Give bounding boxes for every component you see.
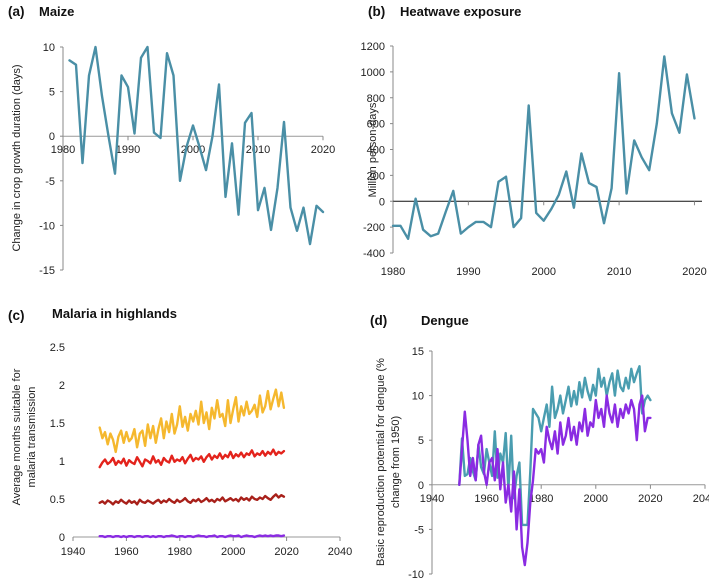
- y-tick-label-maize: -10: [39, 220, 55, 232]
- series-line-malaria-purple: [98, 534, 286, 539]
- x-tick-label-dengue: 1980: [529, 493, 553, 505]
- x-tick-label-heatwave: 1990: [456, 266, 480, 278]
- y-tick-label-heatwave: 200: [367, 170, 385, 182]
- y-axis-label-line-2: change from 1950): [390, 416, 402, 508]
- y-axis-label-line-1: Average months suitable for: [11, 368, 23, 505]
- panel-heatwave: (b) Heatwave exposure Million person-days -…: [361, 4, 707, 278]
- y-tick-label-heatwave: 1000: [361, 67, 385, 79]
- x-tick-label-malaria: 2000: [221, 546, 245, 558]
- y-tick-label-malaria: 0.5: [50, 494, 65, 506]
- y-tick-label-malaria: 1.5: [50, 418, 65, 430]
- y-tick-label-heatwave: 800: [367, 93, 385, 105]
- x-tick-label-maize: 1990: [116, 144, 140, 156]
- y-tick-label-maize: 10: [43, 42, 55, 54]
- y-tick-label-maize: -5: [45, 176, 55, 188]
- y-tick-label-heatwave: 400: [367, 145, 385, 157]
- y-axis-label-malaria: Average months suitable for malaria trans…: [11, 368, 38, 505]
- series-line-malaria-yellow: [98, 388, 286, 454]
- x-tick-label-dengue: 2020: [638, 493, 662, 505]
- panel-malaria: (c) Malaria in highlands Average months su…: [8, 306, 352, 558]
- series-line-dengue-teal: [458, 365, 652, 527]
- y-tick-label-malaria: 2: [59, 380, 65, 392]
- x-tick-label-dengue: 1960: [474, 493, 498, 505]
- panel-maize: (a) Maize Change in crop growth duration (…: [8, 4, 335, 277]
- x-tick-label-maize: 2010: [246, 144, 270, 156]
- x-tick-label-malaria: 2040: [328, 546, 352, 558]
- x-tick-label-malaria: 2020: [274, 546, 298, 558]
- y-axis-label-dengue: Basic reproduction potential for dengue …: [375, 358, 402, 566]
- y-axis-label-heatwave: Million person-days: [367, 102, 379, 197]
- panel-label-dengue: (d): [370, 313, 387, 328]
- x-tick-label-heatwave: 2010: [607, 266, 631, 278]
- x-tick-label-heatwave: 1980: [381, 266, 405, 278]
- y-axis-label-maize: Change in crop growth duration (days): [11, 64, 23, 251]
- y-tick-label-dengue: 5: [418, 435, 424, 447]
- y-tick-label-dengue: -5: [414, 524, 424, 536]
- panel-title-malaria: Malaria in highlands: [52, 306, 177, 321]
- y-tick-label-dengue: 10: [412, 391, 424, 403]
- y-axis-label-line-2: malaria transmission: [26, 387, 38, 488]
- series-line-maize-maize: [68, 45, 325, 246]
- panel-title-maize: Maize: [39, 4, 74, 19]
- y-tick-label-heatwave: 0: [379, 196, 385, 208]
- x-tick-label-heatwave: 2020: [682, 266, 706, 278]
- x-tick-label-dengue: 2000: [584, 493, 608, 505]
- series-line-malaria-dark-red: [98, 493, 286, 506]
- y-tick-label-maize: 0: [49, 131, 55, 143]
- y-tick-label-dengue: -10: [408, 569, 424, 580]
- y-tick-label-heatwave: -400: [363, 248, 385, 260]
- panel-label-malaria: (c): [8, 308, 25, 323]
- y-tick-label-dengue: 0: [418, 480, 424, 492]
- y-axis-label-line-1: Basic reproduction potential for dengue …: [375, 358, 387, 566]
- panel-dengue: (d) Dengue Basic reproduction potential fo…: [370, 313, 709, 580]
- panel-title-dengue: Dengue: [421, 313, 469, 328]
- x-tick-label-maize: 2020: [311, 144, 335, 156]
- series-line-dengue-purple: [458, 394, 652, 567]
- y-tick-label-heatwave: 1200: [361, 41, 385, 53]
- panel-label-maize: (a): [8, 4, 25, 19]
- series-line-heatwave-heatwave: [391, 55, 696, 241]
- x-tick-label-malaria: 1960: [114, 546, 138, 558]
- y-tick-label-heatwave: 600: [367, 119, 385, 131]
- panel-title-heatwave: Heatwave exposure: [400, 4, 521, 19]
- y-tick-label-heatwave: -200: [363, 222, 385, 234]
- y-tick-label-dengue: 15: [412, 346, 424, 358]
- x-tick-label-heatwave: 2000: [531, 266, 555, 278]
- y-tick-label-malaria: 0: [59, 532, 65, 544]
- y-tick-label-maize: 5: [49, 87, 55, 99]
- panel-label-heatwave: (b): [368, 4, 385, 19]
- series-line-malaria-red: [98, 448, 286, 469]
- x-tick-label-malaria: 1980: [168, 546, 192, 558]
- y-tick-label-malaria: 2.5: [50, 342, 65, 354]
- x-tick-label-dengue: 1940: [420, 493, 444, 505]
- y-tick-label-malaria: 1: [59, 456, 65, 468]
- x-tick-label-dengue: 2040: [693, 493, 709, 505]
- y-tick-label-maize: -15: [39, 265, 55, 277]
- x-tick-label-malaria: 1940: [61, 546, 85, 558]
- x-tick-label-maize: 1980: [51, 144, 75, 156]
